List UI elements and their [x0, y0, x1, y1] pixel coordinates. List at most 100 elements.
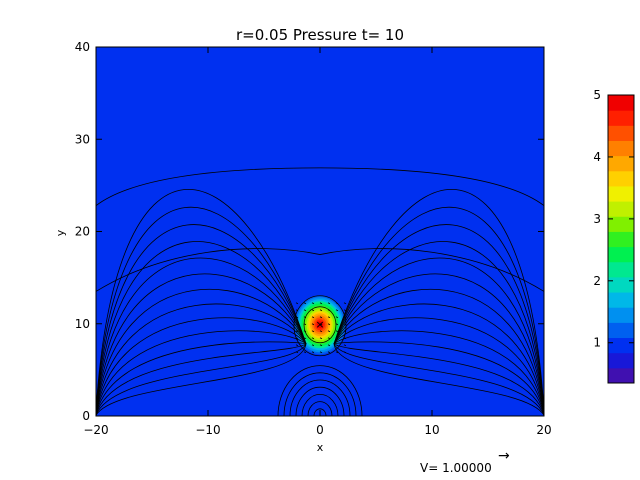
y-axis-label: y	[54, 229, 67, 236]
y-tick-label: 40	[75, 40, 90, 54]
x-axis-label: x	[317, 441, 324, 454]
colorbar-tick-label: 2	[593, 274, 601, 288]
y-tick-label: 30	[75, 132, 90, 146]
colorbar-swatch	[608, 185, 634, 202]
velocity-vector	[303, 337, 307, 340]
colorbar-swatch	[608, 95, 634, 111]
contour-line	[333, 273, 545, 413]
field-background	[96, 47, 544, 416]
velocity-vector	[335, 351, 339, 354]
contour-line	[95, 206, 307, 411]
colorbar-tick-label: 3	[593, 212, 601, 226]
contour-line	[95, 273, 307, 413]
contour-line	[301, 394, 339, 417]
contour-lines	[95, 167, 545, 417]
velocity-vector	[327, 323, 331, 326]
velocity-vector	[295, 316, 299, 319]
contour-line	[333, 241, 545, 412]
velocity-vector	[303, 302, 307, 305]
colorbar-swatch	[608, 201, 634, 217]
velocity-vector	[335, 302, 339, 305]
velocity-vector	[303, 309, 307, 312]
velocity-vector	[327, 351, 331, 354]
contour-line	[333, 189, 545, 410]
y-tick-label: 10	[75, 317, 90, 331]
contour-line	[95, 303, 307, 414]
contour-line	[303, 306, 337, 344]
contour-line	[333, 343, 545, 416]
contour-line	[95, 341, 307, 415]
velocity-vector	[295, 302, 299, 305]
y-tick-label: 0	[82, 409, 90, 423]
velocity-vector	[343, 309, 347, 312]
x-tick-label: −10	[195, 423, 220, 437]
contour-line	[95, 343, 307, 416]
velocity-vector	[295, 330, 299, 333]
colorbar-swatch	[608, 170, 634, 187]
contour-line	[333, 288, 545, 413]
contour-line	[313, 408, 327, 417]
velocity-vector	[343, 330, 347, 333]
velocity-vector	[311, 316, 315, 319]
contour-line	[95, 189, 307, 410]
velocity-vector	[319, 323, 323, 326]
velocity-vector	[343, 316, 347, 319]
velocity-vector	[343, 351, 347, 354]
y-axis: 0 10 20 30 40	[75, 40, 544, 423]
velocity-vector	[303, 344, 307, 347]
colorbar-swatch	[608, 276, 634, 293]
colorbar-swatch	[608, 216, 634, 232]
velocity-vector	[319, 309, 323, 312]
contour-line	[95, 224, 307, 411]
velocity-vector	[319, 330, 323, 333]
x-tick-label: −20	[83, 423, 108, 437]
contour-line	[95, 288, 307, 413]
velocity-vector	[295, 344, 299, 347]
contour-line	[333, 303, 545, 414]
contour-line	[95, 248, 321, 292]
pressure-field	[96, 47, 544, 416]
velocity-vector	[303, 351, 307, 354]
velocity-vector	[319, 344, 323, 347]
colorbar-swatch	[608, 110, 634, 126]
velocity-vector	[319, 302, 323, 305]
x-tick-label: 20	[536, 423, 551, 437]
velocity-vector	[311, 323, 315, 326]
velocity-vector	[311, 309, 315, 312]
velocity-vector	[311, 337, 315, 340]
velocity-vector	[335, 337, 339, 340]
velocity-vectors: ×	[295, 302, 347, 354]
velocity-vector	[311, 351, 315, 354]
x-tick-label: 0	[316, 423, 324, 437]
colorbar-swatch	[608, 352, 634, 369]
velocity-vector	[303, 330, 307, 333]
contour-line	[95, 241, 307, 412]
velocity-vector	[319, 337, 323, 340]
velocity-vector	[295, 309, 299, 312]
contour-line	[295, 386, 345, 417]
velocity-legend-label: V= 1.00000	[420, 461, 492, 475]
velocity-vector	[327, 337, 331, 340]
contour-line	[95, 257, 307, 412]
colorbar-swatch	[608, 140, 634, 157]
velocity-vector	[335, 330, 339, 333]
contour-line	[95, 330, 307, 415]
contour-line	[333, 341, 545, 415]
colorbar-swatch	[608, 337, 634, 354]
contour-line	[95, 343, 307, 416]
colorbar-swatch	[608, 155, 634, 172]
colorbar-swatch	[608, 231, 634, 248]
velocity-vector	[311, 344, 315, 347]
y-tick-label: 20	[75, 225, 90, 239]
contour-line	[293, 295, 347, 357]
colorbar-tick-label: 5	[593, 88, 601, 102]
contour-line	[277, 365, 363, 417]
colorbar-swatch	[608, 261, 634, 278]
velocity-vector	[343, 302, 347, 305]
velocity-vector	[295, 351, 299, 354]
velocity-vector	[343, 323, 347, 326]
colorbar-frame	[607, 94, 635, 384]
velocity-vector	[319, 351, 323, 354]
velocity-vector	[335, 344, 339, 347]
velocity-vector	[343, 337, 347, 340]
